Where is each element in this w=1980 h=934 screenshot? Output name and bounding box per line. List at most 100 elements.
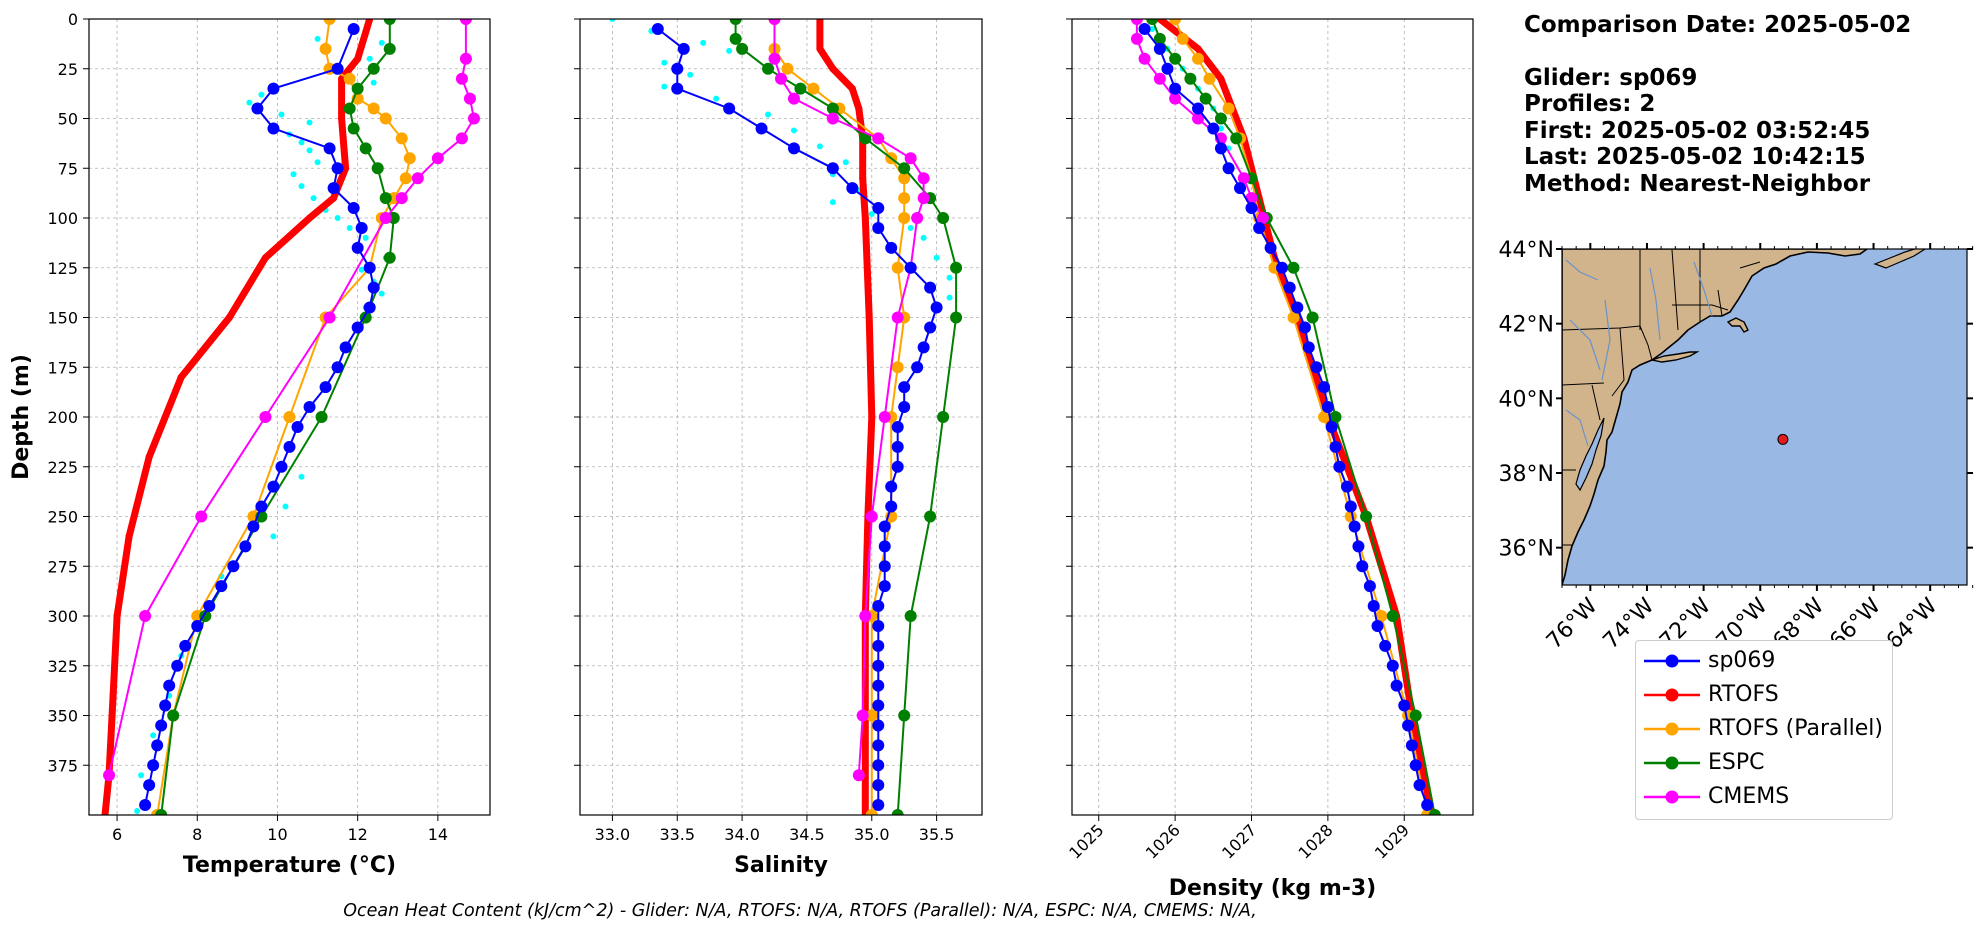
series-point (651, 22, 664, 35)
x-tick-label: 6 (112, 825, 122, 844)
series-point (1276, 261, 1289, 274)
series-point (347, 22, 360, 35)
map-rivers (1565, 259, 1713, 447)
series-point (729, 32, 742, 45)
series-point (950, 311, 963, 324)
glider-point (868, 211, 875, 218)
series-point (1192, 52, 1205, 65)
series-point (1245, 202, 1258, 215)
series-point (247, 520, 260, 533)
series-point (872, 679, 885, 692)
x-tick-label: 1028 (1294, 820, 1336, 862)
glider-point (933, 254, 940, 261)
series-point (383, 19, 396, 25)
series-point (379, 192, 392, 205)
glider-point (842, 159, 849, 166)
series-point (872, 659, 885, 672)
series-point (379, 212, 392, 224)
series-point (859, 174, 867, 182)
series-point (826, 112, 839, 125)
series-point (898, 192, 911, 205)
series-point (1214, 112, 1227, 125)
series-point (1169, 19, 1182, 25)
series-point (1363, 580, 1376, 593)
series-point (1371, 619, 1384, 632)
series-point (403, 152, 416, 165)
glider-point (282, 503, 289, 510)
glider-point (829, 199, 836, 206)
series-point (251, 102, 264, 115)
series-point (1360, 510, 1373, 523)
series-point (327, 182, 340, 195)
series-point (891, 809, 904, 815)
glider-point (920, 234, 927, 241)
series-point (1329, 440, 1342, 453)
location-map: 76°W74°W72°W70°W68°W66°W64°W44°N42°N40°N… (1499, 238, 1974, 654)
y-tick-label: 25 (58, 60, 78, 79)
series-point (1318, 411, 1331, 423)
series-point (872, 619, 885, 632)
glider-point (258, 91, 265, 98)
series-point (917, 341, 930, 354)
method: Method: Nearest-Neighbor (1524, 170, 1871, 197)
x-tick-label: 14 (428, 825, 448, 844)
series-point (1375, 610, 1388, 622)
map-latitude-label: 36°N (1499, 537, 1554, 562)
x-tick-label: 12 (347, 825, 367, 844)
glider-point (609, 19, 616, 22)
comparison-date: Comparison Date: 2025-05-02 (1524, 12, 1912, 38)
ocean-heat-content-caption: Ocean Heat Content (kJ/cm^2) - Glider: N… (343, 901, 1257, 921)
series-point (878, 411, 891, 423)
map-longitude-label: 76°W (1542, 593, 1603, 654)
x-axis-label: Salinity (734, 853, 828, 878)
glider-point (346, 224, 353, 231)
series-point (950, 261, 963, 274)
series-point (1169, 92, 1182, 105)
series-point (1153, 42, 1166, 55)
glider-point (946, 274, 953, 281)
series-point (891, 361, 904, 374)
map-island (1649, 351, 1700, 363)
x-tick-label: 34.0 (724, 825, 760, 844)
glider-point (298, 139, 305, 146)
map-bay (1575, 417, 1605, 492)
series-point (1194, 45, 1202, 53)
series-point (366, 19, 374, 23)
x-axis-label: Density (kg m-3) (1169, 876, 1377, 901)
legend-label: CMEMS (1708, 784, 1790, 809)
series-point (723, 102, 736, 115)
series-point (1217, 75, 1225, 83)
series-point (904, 610, 917, 622)
series-point (338, 75, 346, 83)
series-point (347, 202, 360, 215)
series-point (1310, 361, 1323, 374)
series-point (937, 212, 950, 224)
series-point (677, 42, 690, 55)
series-point (885, 241, 898, 254)
series-point (125, 532, 133, 540)
series-point (203, 600, 216, 613)
map-nova-scotia (1873, 249, 1927, 269)
series-point (1237, 172, 1250, 185)
series-point (351, 241, 364, 254)
glider-point (661, 83, 668, 90)
series-point (225, 314, 233, 321)
series-point (283, 411, 296, 423)
series-point (355, 221, 368, 234)
series-point (1318, 381, 1331, 394)
series-point (1253, 221, 1266, 234)
series-point (904, 152, 917, 165)
glider-point (946, 294, 953, 301)
x-tick-label: 35.0 (854, 825, 890, 844)
series-point (855, 105, 863, 113)
series-point (1325, 420, 1338, 433)
series-point (807, 82, 820, 95)
glider-point (306, 119, 313, 126)
series-point (319, 42, 332, 55)
legend-label: ESPC (1708, 750, 1765, 775)
series-point (872, 799, 885, 812)
series-point (917, 172, 930, 185)
series-point (1153, 32, 1166, 45)
series-point (781, 62, 794, 75)
series-point (898, 709, 911, 722)
